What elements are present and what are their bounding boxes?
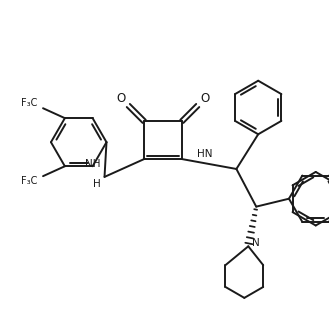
Text: HN: HN bbox=[197, 149, 213, 159]
Text: NH: NH bbox=[85, 159, 101, 169]
Text: F₃C: F₃C bbox=[21, 98, 37, 108]
Text: H: H bbox=[93, 179, 101, 189]
Text: O: O bbox=[200, 92, 209, 105]
Text: N: N bbox=[252, 238, 260, 248]
Text: F₃C: F₃C bbox=[21, 176, 37, 186]
Text: O: O bbox=[117, 92, 126, 105]
